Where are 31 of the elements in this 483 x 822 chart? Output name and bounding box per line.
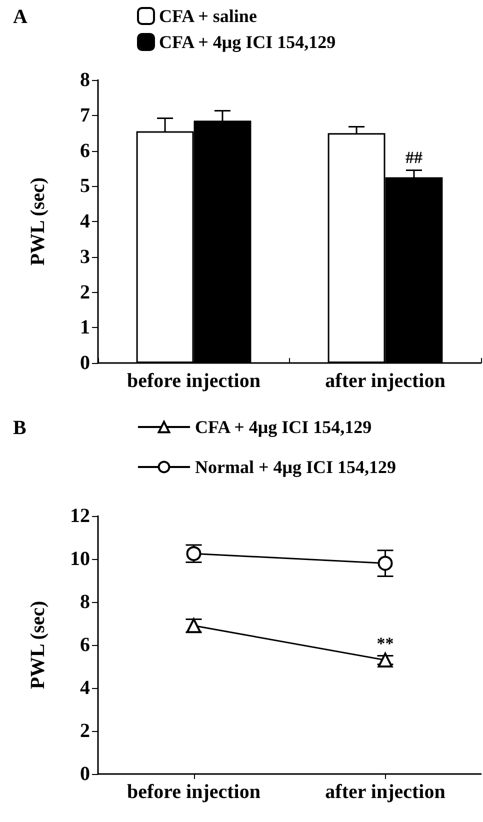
- y-tick-label: 7: [80, 104, 90, 126]
- legend-label: Normal + 4μg ICI 154,129: [195, 457, 396, 477]
- y-tick-label: 6: [80, 634, 90, 656]
- y-axis-title: PWL (sec): [27, 177, 49, 266]
- y-tick-label: 6: [80, 140, 90, 162]
- annotation: **: [376, 634, 394, 653]
- x-tick-label: after injection: [325, 781, 446, 803]
- y-tick-label: 12: [70, 505, 90, 527]
- x-tick-label: before injection: [127, 370, 260, 392]
- x-tick-label: after injection: [325, 370, 446, 392]
- chart-title: B: [13, 417, 26, 439]
- y-tick-label: 2: [80, 720, 90, 742]
- y-tick-label: 1: [80, 316, 90, 339]
- y-axis-title: PWL (sec): [27, 600, 49, 690]
- y-tick-label: 0: [80, 352, 90, 374]
- legend-label: CFA + 4μg ICI 154,129: [159, 32, 336, 52]
- chart-title: A: [13, 6, 28, 28]
- annotation: ##: [405, 148, 423, 168]
- y-tick-label: 8: [80, 591, 90, 613]
- x-tick-label: before injection: [127, 781, 260, 803]
- point: [378, 556, 393, 571]
- y-tick-label: 4: [80, 677, 90, 699]
- y-tick-label: 10: [70, 548, 90, 570]
- y-tick-label: 2: [80, 281, 90, 304]
- y-tick-label: 0: [80, 763, 90, 785]
- legend-label: CFA + saline: [159, 6, 257, 26]
- y-tick-label: 4: [80, 210, 90, 232]
- y-tick-label: 5: [80, 175, 90, 198]
- y-tick-label: 8: [80, 69, 90, 91]
- y-tick-label: 3: [80, 246, 90, 268]
- legend-label: CFA + 4μg ICI 154,129: [195, 417, 372, 437]
